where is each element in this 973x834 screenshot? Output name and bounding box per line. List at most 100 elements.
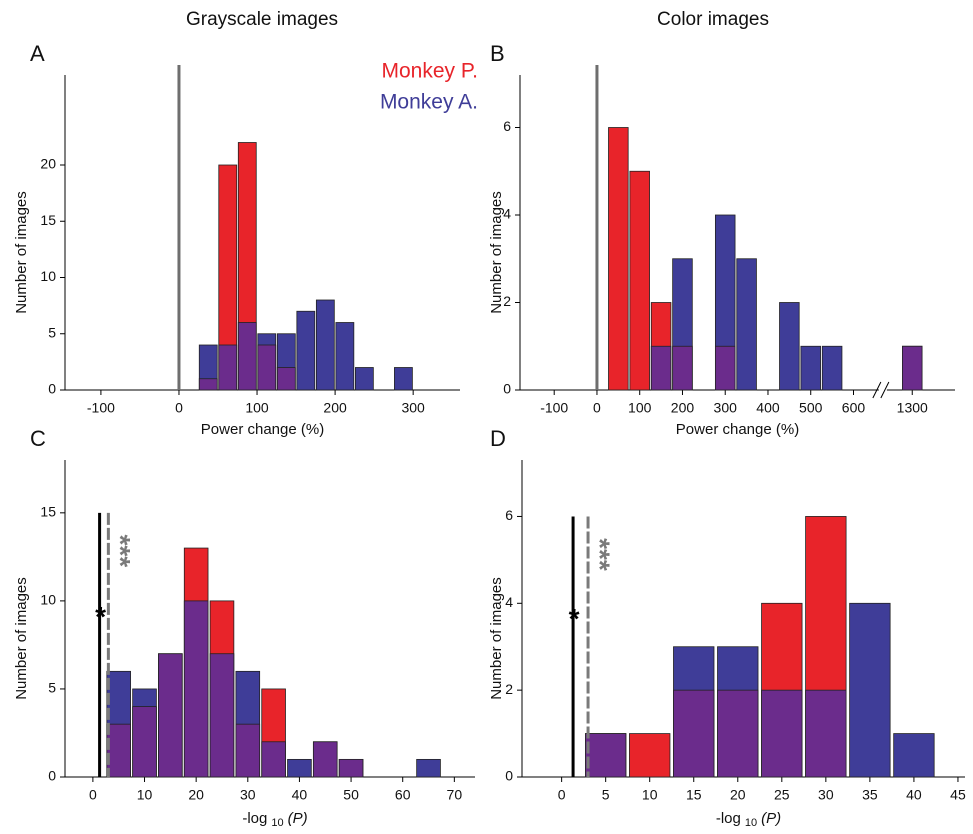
x-tick-label: 40 [292, 787, 308, 803]
column-title: Grayscale images [186, 9, 338, 30]
bar [132, 706, 157, 778]
y-axis-label: Number of images [488, 577, 505, 700]
x-tick-label: 20 [730, 787, 746, 803]
bar [805, 689, 847, 778]
x-label-text: -log [242, 810, 267, 827]
bar [849, 602, 891, 778]
x-tick-label: -100 [540, 400, 568, 416]
bar [717, 689, 759, 778]
bar [585, 733, 627, 778]
bar [821, 345, 843, 391]
y-tick-label: 15 [40, 212, 56, 228]
bar [218, 344, 238, 391]
bar [629, 733, 671, 778]
bar [276, 367, 296, 391]
bar [761, 689, 803, 778]
bar [296, 310, 316, 391]
y-axis-label: Number of images [13, 577, 30, 700]
significance-label: *** [105, 534, 136, 567]
x-tick-label: 300 [714, 400, 738, 416]
significance-label: *** [585, 538, 616, 571]
y-tick-label: 5 [48, 324, 56, 340]
x-tick-label: 50 [343, 787, 359, 803]
x-label-variable: (P) [761, 810, 781, 827]
x-tick-label: 15 [686, 787, 702, 803]
x-tick-label: 100 [245, 400, 269, 416]
x-label-text: -log [716, 810, 741, 827]
x-tick-label: 35 [862, 787, 878, 803]
y-tick-label: 10 [40, 268, 56, 284]
x-tick-label: 10 [137, 787, 153, 803]
x-tick-label: 45 [950, 787, 966, 803]
bar [736, 258, 757, 391]
x-label-subscript: 10 [745, 817, 757, 829]
bar [672, 345, 693, 391]
x-tick-label: 200 [671, 400, 695, 416]
axis-break [872, 381, 882, 399]
x-axis-label: Power change (%) [201, 421, 324, 438]
y-tick-label: 6 [503, 118, 511, 134]
y-tick-label: 10 [40, 592, 56, 608]
bar [800, 345, 821, 391]
bar [106, 723, 131, 778]
column-title: Color images [657, 9, 769, 30]
x-tick-label: 70 [447, 787, 463, 803]
bar [354, 367, 374, 391]
x-tick-label: 10 [642, 787, 658, 803]
legend-entry: Monkey A. [380, 91, 478, 114]
x-tick-label: -100 [87, 400, 115, 416]
x-tick-label: 500 [799, 400, 823, 416]
panel-letter: C [30, 426, 46, 451]
x-tick-label: 5 [602, 787, 610, 803]
bar [237, 322, 257, 391]
x-tick-label: 60 [395, 787, 411, 803]
bar [235, 723, 261, 778]
x-tick-label: 1300 [897, 400, 928, 416]
bar [198, 378, 218, 391]
bar [608, 127, 629, 391]
bar [158, 653, 183, 778]
y-tick-label: 15 [40, 504, 56, 520]
y-axis-label: Number of images [488, 191, 505, 314]
x-tick-label: 100 [628, 400, 652, 416]
bar [714, 345, 736, 391]
x-tick-label: 0 [89, 787, 97, 803]
bar [893, 733, 935, 778]
y-tick-label: 4 [505, 594, 513, 610]
y-tick-label: 4 [503, 206, 511, 222]
bar [209, 653, 235, 778]
axis-break [880, 381, 890, 399]
bar [287, 758, 312, 778]
y-axis-label: Number of images [13, 191, 30, 314]
x-tick-label: 25 [774, 787, 790, 803]
x-label-variable: (P) [288, 810, 308, 827]
x-tick-label: 0 [593, 400, 601, 416]
y-tick-label: 0 [48, 381, 56, 397]
y-tick-label: 2 [503, 293, 511, 309]
x-label-subscript: 10 [271, 817, 283, 829]
y-tick-label: 2 [505, 681, 513, 697]
x-tick-label: 30 [240, 787, 256, 803]
bar [261, 741, 286, 778]
bar [902, 345, 923, 391]
x-tick-label: 20 [188, 787, 204, 803]
bar [183, 600, 209, 778]
y-tick-label: 5 [48, 680, 56, 696]
y-tick-label: 0 [48, 768, 56, 784]
bar [629, 170, 650, 391]
x-tick-label: 400 [756, 400, 780, 416]
x-tick-label: 600 [842, 400, 866, 416]
panel-letter: A [30, 41, 45, 66]
bar [673, 689, 715, 778]
legend-entry: Monkey P. [382, 60, 479, 83]
y-tick-label: 0 [503, 381, 511, 397]
y-tick-label: 20 [40, 156, 56, 172]
bar [315, 299, 335, 391]
x-axis-label: Power change (%) [676, 421, 799, 438]
significance-label: * [95, 601, 106, 632]
bar [257, 344, 277, 391]
bar [650, 345, 672, 391]
significance-label: * [569, 603, 580, 634]
bar [394, 367, 413, 391]
